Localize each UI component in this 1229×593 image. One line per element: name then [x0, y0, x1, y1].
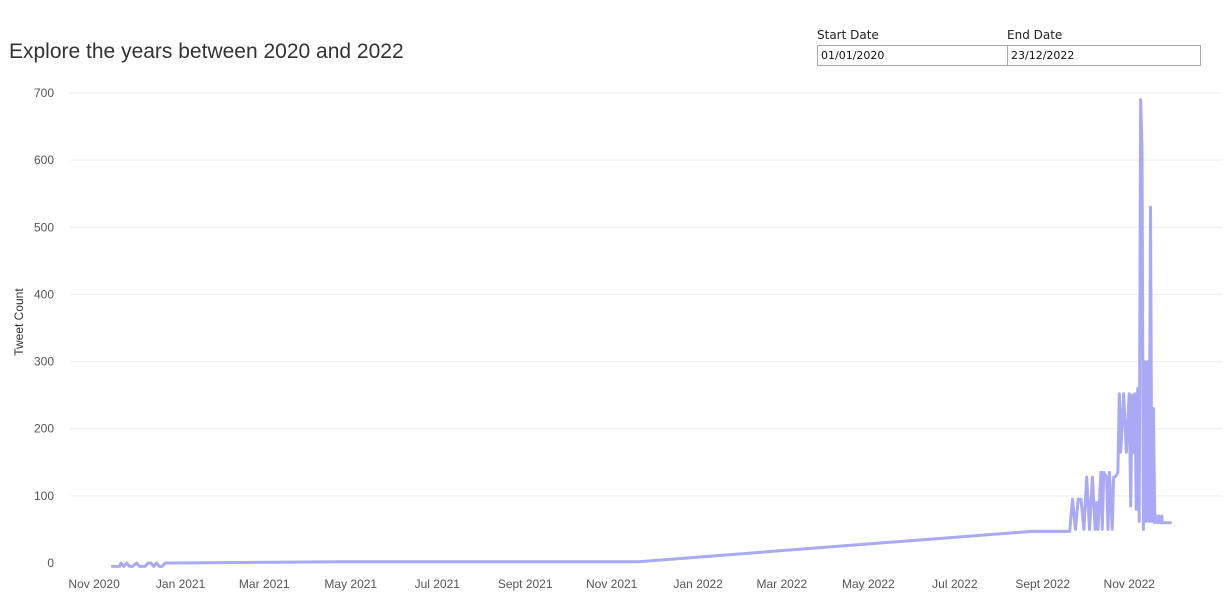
y-tick-label: 500	[34, 220, 54, 234]
x-tick-label: May 2022	[842, 577, 895, 591]
series-line	[111, 98, 1172, 568]
y-tick-label: 200	[34, 422, 54, 436]
y-tick-label: 400	[34, 287, 54, 301]
x-tick-label: Nov 2021	[586, 577, 638, 591]
y-axis-ticks: 0 100 200 300 400 500 600 700	[34, 86, 54, 570]
x-axis-ticks: Nov 2020 Jan 2021 Mar 2021 May 2021 Jul 2021…	[68, 577, 1155, 591]
x-tick-label: Nov 2020	[68, 577, 120, 591]
gridlines	[70, 92, 1222, 497]
y-tick-label: 700	[34, 86, 54, 100]
x-tick-label: May 2021	[324, 577, 377, 591]
x-tick-label: Jul 2021	[415, 577, 461, 591]
start-date-filter: Start Date	[817, 28, 1011, 66]
series-layer	[111, 98, 1172, 568]
page-title: Explore the years between 2020 and 2022	[9, 40, 404, 63]
start-date-input[interactable]	[817, 45, 1011, 66]
end-date-label: End Date	[1007, 28, 1063, 42]
x-tick-label: Nov 2022	[1104, 577, 1156, 591]
end-date-input[interactable]	[1007, 45, 1201, 66]
x-tick-label: Mar 2022	[756, 577, 807, 591]
y-tick-label: 0	[47, 556, 54, 570]
y-tick-label: 300	[34, 355, 54, 369]
start-date-label: Start Date	[817, 28, 879, 42]
end-date-filter: End Date	[1007, 28, 1201, 66]
x-tick-label: Jul 2022	[932, 577, 978, 591]
x-tick-label: Sept 2022	[1015, 577, 1070, 591]
x-tick-label: Sept 2021	[498, 577, 553, 591]
x-tick-label: Jan 2022	[673, 577, 723, 591]
x-tick-label: Mar 2021	[239, 577, 290, 591]
y-tick-label: 100	[34, 489, 54, 503]
x-tick-label: Jan 2021	[156, 577, 206, 591]
y-tick-label: 600	[34, 153, 54, 167]
y-axis-label: Tweet Count	[12, 288, 26, 356]
